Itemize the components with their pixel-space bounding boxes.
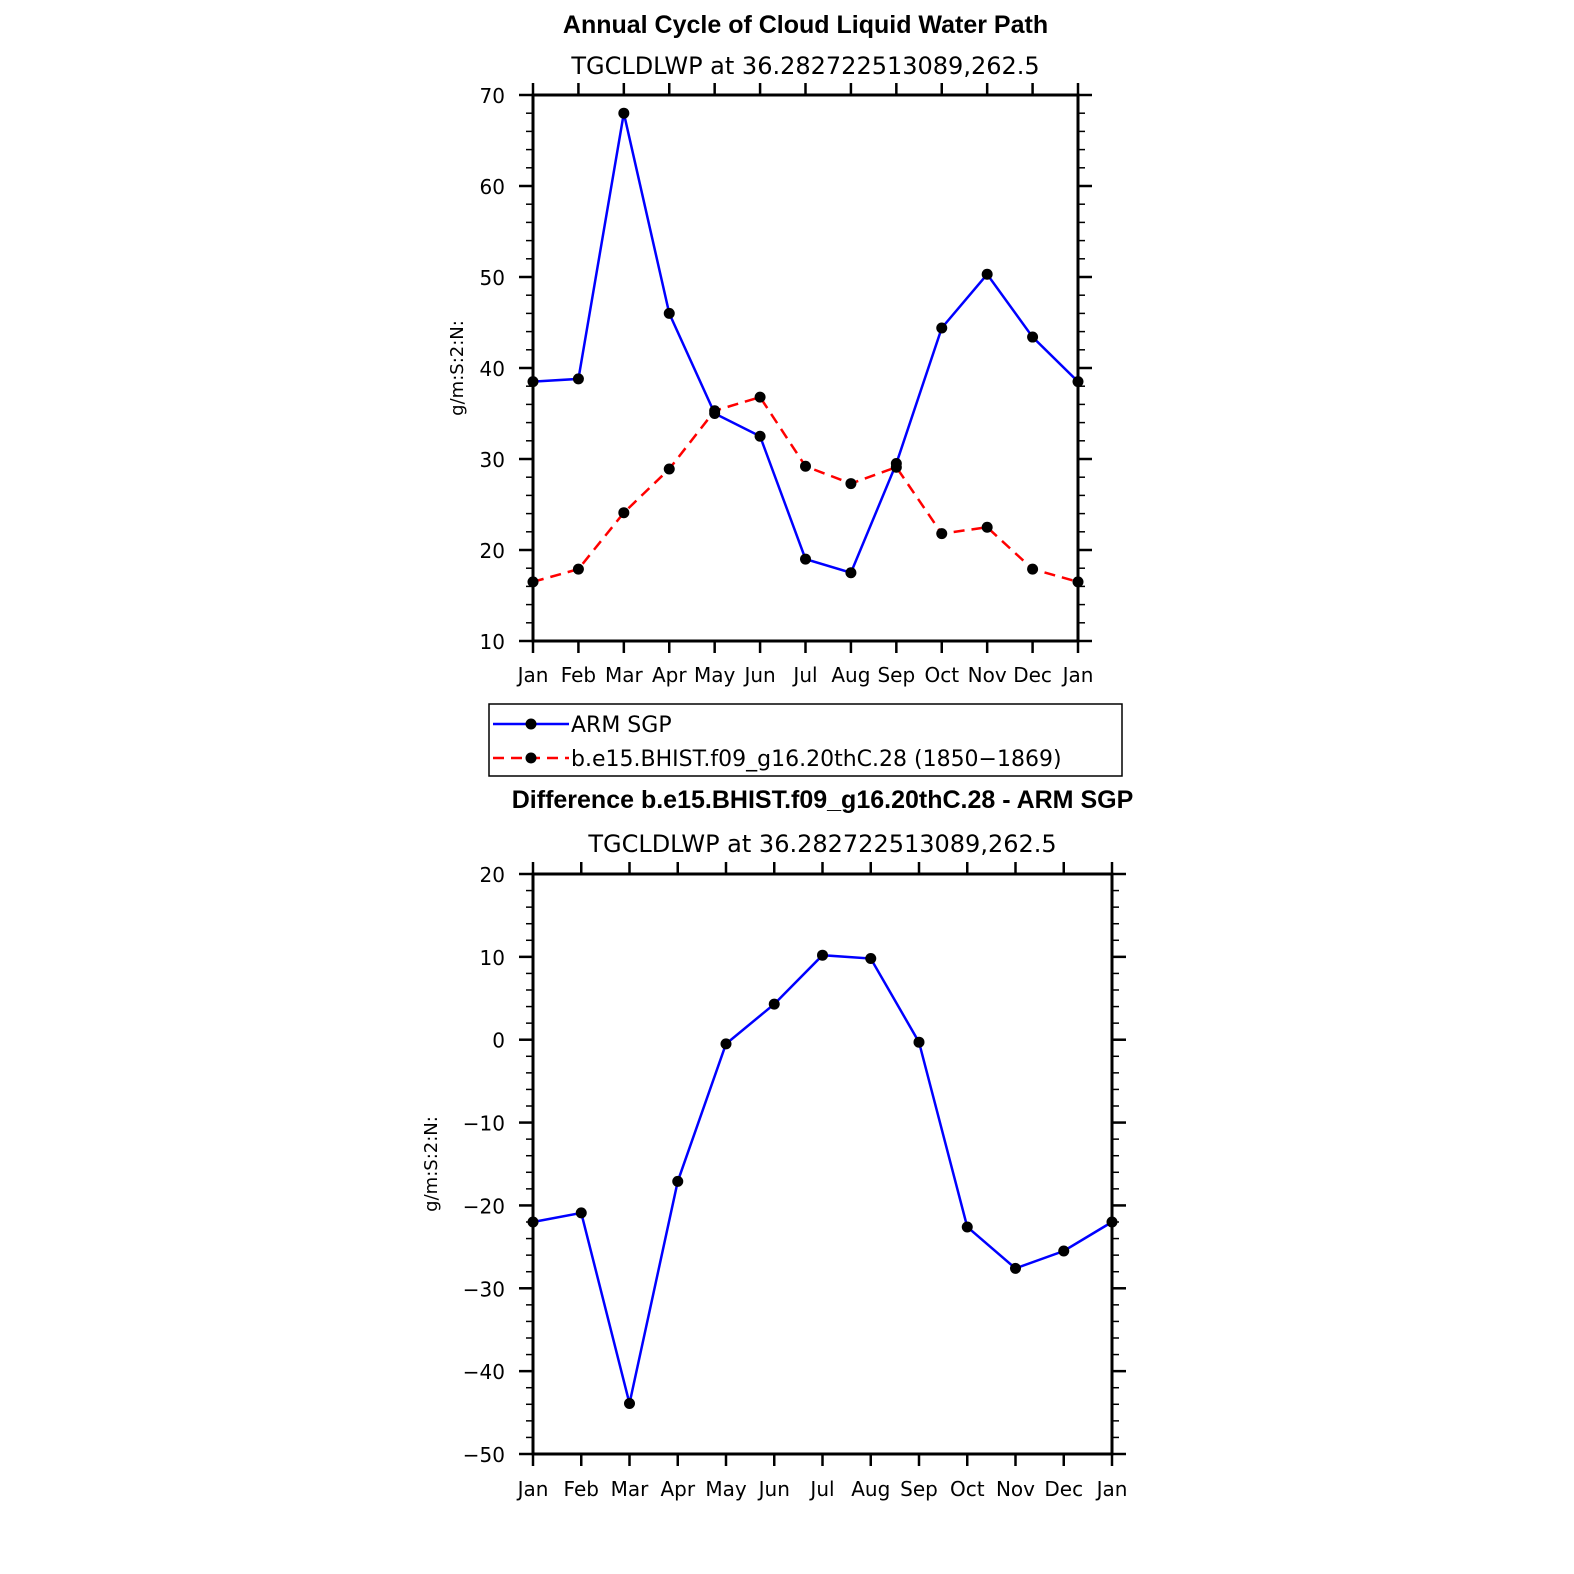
data-point: [527, 576, 539, 588]
data-point: [981, 268, 993, 280]
y-tick-label: 30: [480, 448, 505, 472]
data-point: [527, 1216, 539, 1228]
y-tick-label: −50: [463, 1443, 505, 1467]
data-point: [936, 322, 948, 334]
x-tick-label: Jul: [791, 663, 817, 687]
legend-entry-label: ARM SGP: [571, 713, 672, 738]
data-point: [845, 478, 857, 490]
data-point: [1072, 376, 1084, 388]
data-point: [845, 567, 857, 579]
x-tick-label: Jul: [808, 1477, 834, 1501]
data-point: [624, 1397, 635, 1409]
data-point: [572, 563, 584, 575]
chart-legend: ARM SGP b.e15.BHIST.f09_g16.20thC.28 (185…: [488, 703, 1123, 777]
y-tick-label: 10: [480, 946, 505, 970]
data-point: [572, 373, 584, 385]
y-axis-label: g/m:S:2:N:: [421, 1116, 442, 1212]
data-point: [768, 998, 780, 1010]
y-tick-label: 0: [492, 1029, 505, 1053]
x-tick-label: Feb: [564, 1477, 599, 1501]
x-tick-label: May: [694, 663, 736, 687]
x-tick-label: Oct: [950, 1477, 985, 1501]
data-point: [527, 376, 539, 388]
legend-swatch-marker: [525, 752, 537, 764]
x-tick-label: May: [705, 1477, 747, 1501]
data-point: [981, 521, 993, 533]
data-point: [800, 460, 811, 472]
y-tick-label: −20: [463, 1194, 505, 1218]
data-point: [1027, 563, 1039, 575]
data-point: [618, 107, 630, 119]
y-tick-label: 60: [480, 175, 505, 199]
chart-difference: Difference b.e15.BHIST.f09_g16.20thC.28 …: [421, 786, 1133, 1501]
data-point: [1106, 1216, 1118, 1228]
x-tick-label: Sep: [900, 1477, 938, 1501]
x-tick-label: Dec: [1044, 1477, 1083, 1501]
data-point: [663, 463, 675, 475]
legend-entry-label: b.e15.BHIST.f09_g16.20thC.28 (1850−1869): [571, 747, 1062, 772]
y-tick-label: 10: [480, 630, 505, 654]
data-point: [800, 553, 811, 565]
data-point: [575, 1207, 587, 1219]
x-tick-label: Nov: [968, 663, 1007, 687]
data-point: [936, 528, 948, 540]
x-tick-label: Jan: [1061, 663, 1094, 687]
data-point: [618, 507, 630, 519]
data-point: [1027, 331, 1039, 343]
data-point: [754, 391, 766, 403]
x-tick-label: Jan: [516, 663, 549, 687]
x-tick-label: Feb: [561, 663, 596, 687]
y-tick-label: 20: [480, 539, 505, 563]
data-point: [913, 1036, 925, 1048]
x-tick-label: Jun: [757, 1477, 790, 1501]
series-line-0: [532, 953, 1113, 1404]
y-tick-label: 20: [480, 863, 505, 887]
y-tick-label: 50: [480, 266, 505, 290]
y-tick-label: 40: [480, 357, 505, 381]
data-point: [817, 949, 828, 961]
data-point: [1072, 576, 1084, 588]
x-tick-label: Jun: [742, 663, 775, 687]
x-tick-label: Oct: [924, 663, 959, 687]
chart-title: Difference b.e15.BHIST.f09_g16.20thC.28 …: [512, 786, 1134, 814]
y-tick-label: 70: [480, 84, 505, 108]
data-point: [663, 307, 675, 319]
chart-subtitle: TGCLDLWP at 36.282722513089,262.5: [570, 52, 1039, 80]
y-tick-label: −40: [463, 1360, 505, 1384]
data-point: [1058, 1245, 1070, 1257]
x-tick-label: Dec: [1013, 663, 1052, 687]
chart-subtitle: TGCLDLWP at 36.282722513089,262.5: [587, 830, 1056, 858]
chart-annual-cycle: Annual Cycle of Cloud Liquid Water Path T…: [447, 11, 1093, 687]
x-tick-label: Aug: [851, 1477, 890, 1501]
data-point: [1010, 1262, 1021, 1274]
legend-box: [488, 703, 1123, 777]
data-point: [672, 1175, 684, 1187]
x-tick-label: Aug: [831, 663, 870, 687]
series-line-0: [532, 112, 1079, 575]
x-tick-label: Mar: [611, 1477, 650, 1501]
data-point: [865, 953, 877, 965]
y-axis-label: g/m:S:2:N:: [447, 320, 468, 416]
data-point: [720, 1038, 732, 1050]
x-tick-label: Jan: [516, 1477, 549, 1501]
x-tick-label: Mar: [605, 663, 644, 687]
legend-swatch-marker: [525, 718, 537, 730]
data-point: [890, 461, 902, 473]
y-tick-label: −10: [463, 1112, 505, 1136]
x-tick-label: Sep: [877, 663, 915, 687]
data-point: [709, 405, 721, 417]
y-tick-label: −30: [463, 1277, 505, 1301]
x-tick-label: Apr: [652, 663, 687, 687]
x-tick-label: Nov: [996, 1477, 1035, 1501]
x-tick-label: Apr: [660, 1477, 695, 1501]
data-point: [961, 1221, 973, 1233]
x-tick-label: Jan: [1095, 1477, 1128, 1501]
data-point: [754, 430, 766, 442]
chart-title: Annual Cycle of Cloud Liquid Water Path: [563, 11, 1048, 39]
